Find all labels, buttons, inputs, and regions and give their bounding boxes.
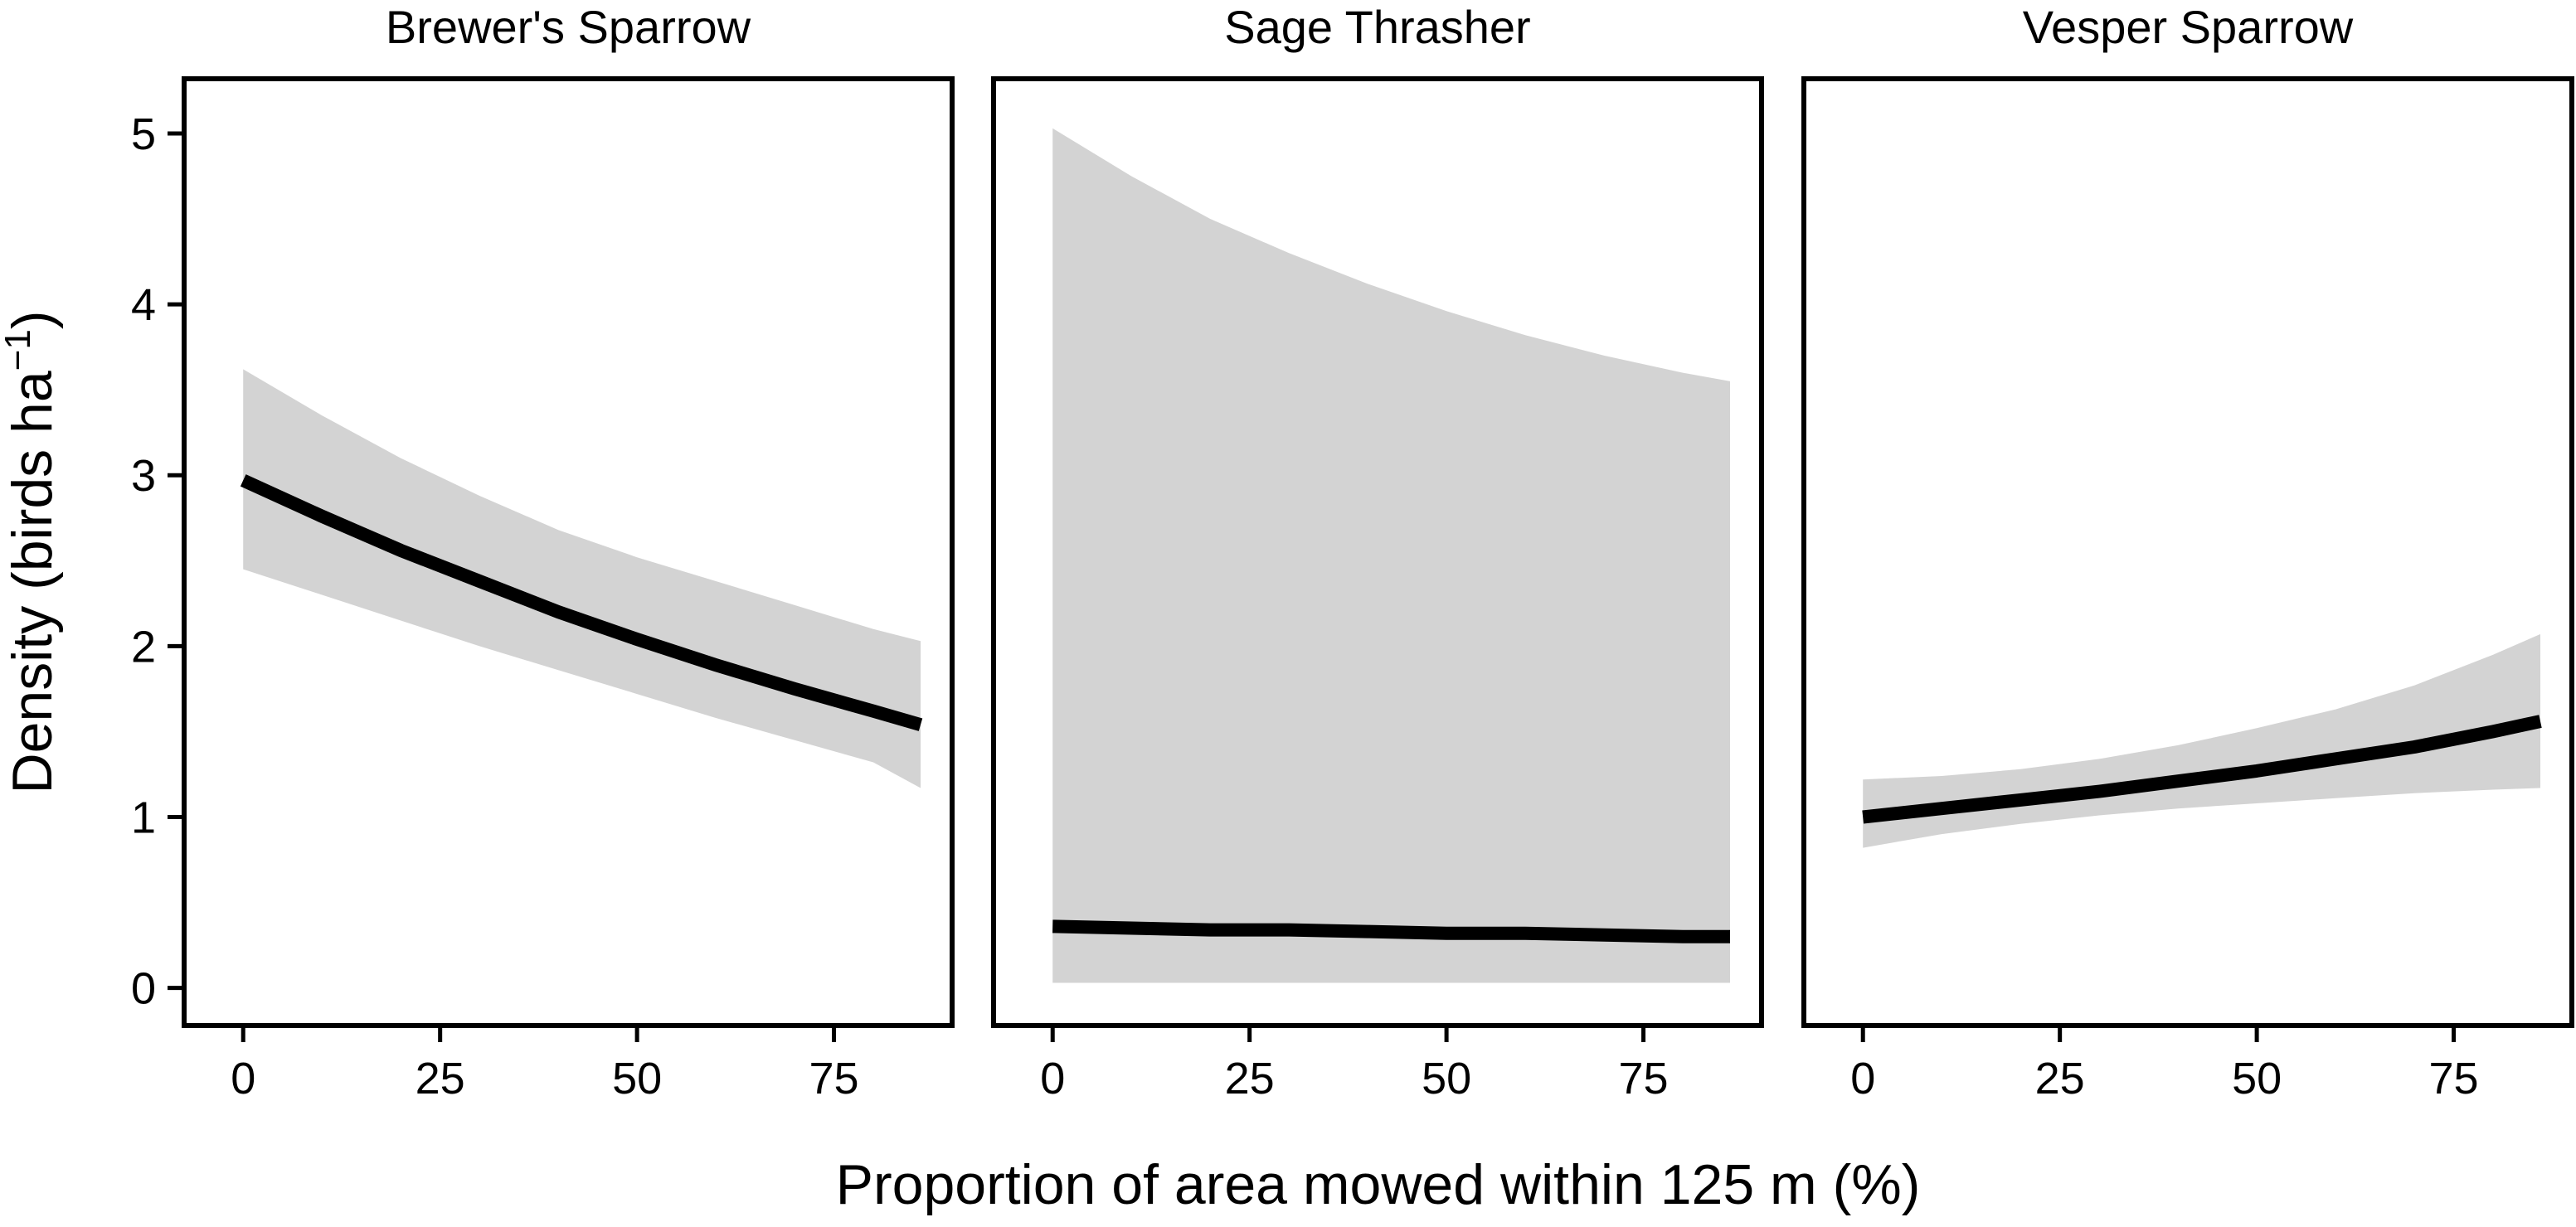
panel-title: Sage Thrasher	[1224, 1, 1530, 53]
panel-3: Vesper Sparrow 0 25 50 75	[1801, 1, 2574, 1103]
x-tick-label: 0	[231, 1054, 255, 1103]
y-tick-label: 1	[131, 793, 156, 843]
x-tick-label: 75	[2428, 1054, 2478, 1103]
x-tick-label: 50	[2232, 1054, 2282, 1103]
density-line	[1862, 715, 2542, 824]
x-axis-title: Proportion of area mowed within 125 m (%…	[836, 1153, 1921, 1216]
panel-frame	[1801, 76, 2574, 1028]
x-tick-label: 25	[2035, 1054, 2085, 1103]
y-tick-label: 4	[131, 280, 156, 330]
y-tick-label: 5	[131, 109, 156, 159]
x-tick-label: 50	[612, 1054, 662, 1103]
density-line	[1052, 919, 1730, 943]
confidence-band	[1052, 128, 1730, 983]
panel-title: Brewer's Sparrow	[386, 1, 751, 53]
y-axis-title-suffix: )	[1, 310, 64, 329]
x-tick-label: 75	[809, 1054, 858, 1103]
y-tick-label: 3	[131, 451, 156, 501]
y-tick-label: 2	[131, 622, 156, 672]
density-line	[240, 474, 923, 731]
y-axis-title-main: Density (birds ha	[1, 371, 64, 793]
x-tick-label: 0	[1850, 1054, 1875, 1103]
confidence-band	[243, 369, 921, 788]
y-axis-title: Density (birds ha−1)	[0, 310, 64, 793]
x-tick-label: 0	[1040, 1054, 1065, 1103]
panel-frame	[991, 76, 1764, 1028]
x-tick-label: 25	[416, 1054, 465, 1103]
panel-2: Sage Thrasher 0 25 50 75	[991, 1, 1764, 1103]
panel-1: Brewer's Sparrow 0 25 50 75 0 1 2 3 4 5	[131, 1, 955, 1103]
panel-title: Vesper Sparrow	[2023, 1, 2354, 53]
y-axis-title-superscript: −1	[0, 329, 38, 371]
x-tick-label: 75	[1618, 1054, 1668, 1103]
y-tick-label: 0	[131, 964, 156, 1014]
x-tick-label: 50	[1422, 1054, 1471, 1103]
x-tick-label: 25	[1225, 1054, 1275, 1103]
panel-frame	[182, 76, 955, 1028]
